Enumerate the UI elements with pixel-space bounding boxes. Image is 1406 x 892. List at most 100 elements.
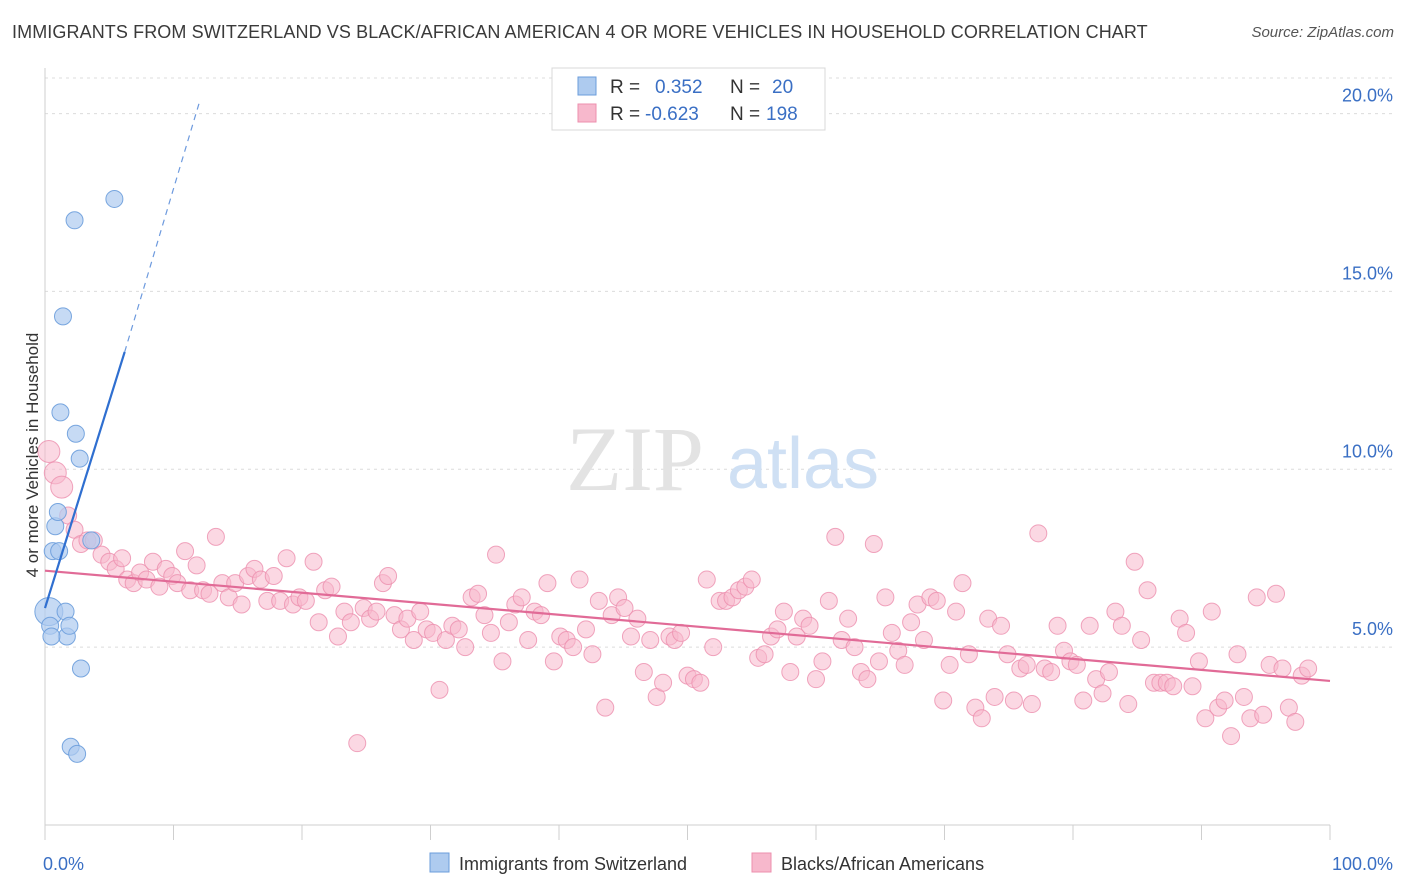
pink-point-178 (1177, 623, 1196, 642)
pink-point-75 (519, 631, 538, 650)
pink-point-44 (322, 577, 341, 596)
blue-point-19 (105, 189, 124, 208)
pink-point-176 (1164, 677, 1183, 696)
pink-point-172 (1138, 581, 1157, 600)
blue-trend-line (43, 351, 126, 609)
pink-point-163 (1080, 616, 1099, 635)
blue-r-label: R = (610, 77, 640, 98)
blue-point-17 (42, 627, 61, 646)
pink-point-57 (404, 631, 423, 650)
blue-trend-extension (124, 102, 200, 353)
pink-point-90 (615, 599, 634, 618)
pink-point-120 (807, 670, 825, 689)
pink-point-41 (304, 552, 323, 571)
pink-point-141 (940, 655, 959, 674)
pink-point-91 (621, 627, 640, 646)
watermark-zip: ZIP (566, 408, 704, 510)
pink-point-77 (532, 606, 551, 625)
pink-point-84 (576, 620, 595, 639)
source-label: Source: ZipAtlas.com (1251, 24, 1394, 41)
stats-legend: R = 0.352 N = 20 R = -0.623 N = 198 (551, 67, 826, 131)
pink-point-181 (1196, 709, 1215, 728)
blue-point-16 (82, 531, 101, 550)
axes: 5.0% 10.0% 15.0% 20.0% (44, 68, 1393, 840)
pink-point-83 (570, 570, 589, 589)
pink-point-122 (819, 591, 838, 610)
pink-point-102 (691, 673, 710, 692)
pink-point-93 (634, 663, 653, 682)
pink-point-149 (992, 616, 1011, 635)
pink-point-195 (1286, 712, 1305, 731)
blue-point-15 (71, 659, 90, 678)
pink-point-61 (430, 680, 449, 699)
pink-point-51 (367, 602, 386, 621)
pink-point-144 (959, 645, 978, 664)
blue-point-9 (60, 616, 79, 635)
pink-point-162 (1074, 691, 1093, 710)
pink-point-166 (1099, 663, 1118, 682)
pink-point-87 (596, 698, 615, 717)
pink-point-64 (449, 620, 468, 639)
pink-point-11 (113, 549, 132, 568)
blue-point-4 (48, 502, 67, 521)
pink-point-94 (641, 631, 660, 650)
bottom-legend-pink-swatch (751, 852, 772, 873)
x-tick-label-max: 100.0% (1332, 854, 1393, 874)
pink-point-154 (1022, 695, 1041, 714)
pink-point-2 (50, 475, 74, 499)
blue-r-value: 0.352 (655, 77, 703, 98)
x-tick-label-min: 0.0% (43, 854, 84, 874)
pink-point-134 (895, 655, 914, 674)
pink-point-21 (176, 542, 195, 561)
pink-point-115 (774, 602, 793, 621)
pink-trend-line (44, 569, 1331, 683)
blue-point-14 (70, 449, 89, 468)
watermark-atlas: atlas (727, 424, 879, 504)
pink-point-71 (493, 652, 512, 671)
pink-point-123 (826, 527, 845, 546)
pink-point-125 (839, 609, 858, 628)
pink-point-85 (583, 645, 602, 664)
stats-legend-pink-swatch (577, 103, 597, 123)
pink-point-79 (544, 652, 563, 671)
pink-point-148 (985, 687, 1004, 706)
y-axis-label: 4 or more Vehicles in Household (23, 333, 42, 578)
pink-point-146 (972, 709, 991, 728)
pink-point-86 (589, 591, 608, 610)
blue-point-13 (68, 744, 87, 763)
pink-point-131 (876, 588, 895, 607)
bottom-legend-pink-label: Blacks/African Americans (781, 854, 984, 874)
pink-point-157 (1042, 663, 1061, 682)
pink-r-label: R = (610, 104, 640, 125)
pink-point-184 (1215, 691, 1234, 710)
pink-point-170 (1125, 552, 1144, 571)
pink-point-189 (1247, 588, 1266, 607)
pink-point-186 (1228, 645, 1247, 664)
pink-point-182 (1202, 602, 1221, 621)
pink-point-104 (704, 638, 723, 657)
pink-point-155 (1029, 524, 1048, 543)
pink-point-67 (469, 584, 488, 603)
pink-point-53 (379, 567, 398, 585)
grid-lines (45, 77, 1393, 648)
bottom-legend-blue-label: Immigrants from Switzerland (459, 854, 687, 874)
pink-point-192 (1267, 584, 1286, 603)
pink-point-48 (348, 734, 367, 753)
pink-point-26 (206, 527, 225, 546)
pink-point-121 (813, 652, 832, 671)
pink-point-92 (628, 609, 647, 628)
pink-point-35 (264, 567, 283, 585)
y-tick-label-20: 20.0% (1342, 86, 1393, 106)
pink-point-153 (1017, 655, 1036, 674)
pink-point-135 (902, 613, 921, 632)
pink-point-17 (150, 577, 169, 596)
bottom-legend-blue-swatch (429, 852, 450, 873)
pink-point-142 (947, 602, 966, 621)
pink-point-42 (309, 613, 328, 632)
pink-point-70 (487, 545, 506, 564)
pink-point-139 (927, 591, 946, 610)
pink-point-179 (1183, 677, 1202, 696)
stats-legend-blue-swatch (577, 76, 597, 96)
stats-legend-box (551, 67, 826, 131)
